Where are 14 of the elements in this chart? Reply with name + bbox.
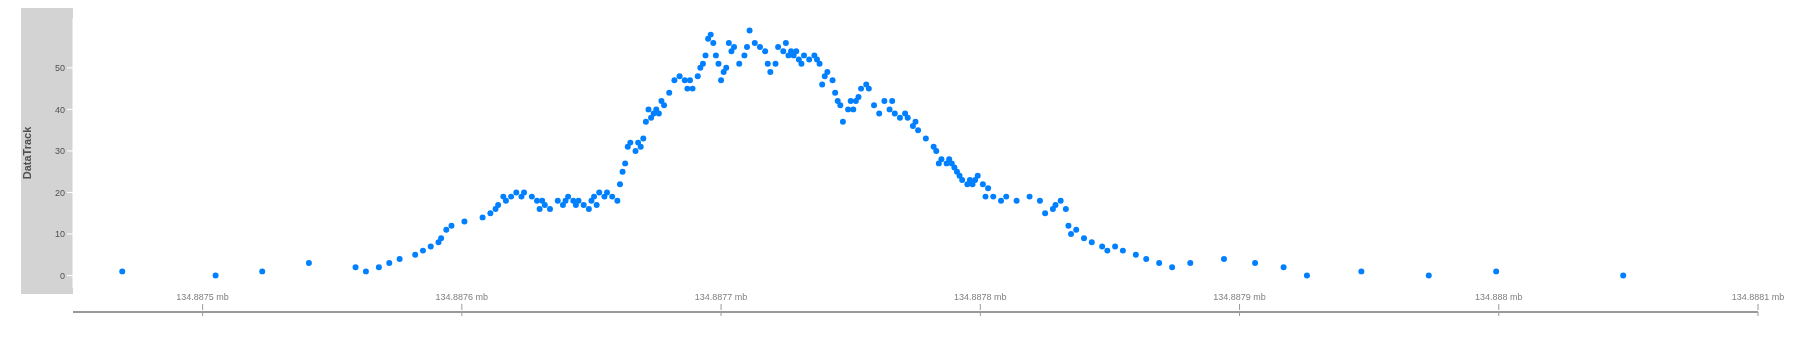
x-tick-label: 134.8877 mb — [694, 292, 748, 302]
x-tick-label: 134.8875 mb — [176, 292, 229, 302]
y-tick-label: 20 — [54, 187, 65, 198]
y-axis-title: DataTrack — [20, 125, 33, 180]
x-tick-label: 134.8878 mb — [954, 292, 1007, 302]
y-tick-label: 50 — [54, 63, 65, 74]
y-tick-label: 10 — [54, 229, 65, 240]
y-tick-label: 40 — [54, 104, 65, 115]
x-tick-label: 134.8876 mb — [435, 292, 489, 302]
y-tick-label: 0 — [59, 270, 65, 281]
x-tick-label: 134.8881 mb — [1731, 292, 1785, 302]
y-tick-label: 30 — [54, 146, 65, 157]
x-tick-label: 134.8879 mb — [1213, 292, 1266, 302]
x-tick-label: 134.888 mb — [1475, 292, 1523, 302]
